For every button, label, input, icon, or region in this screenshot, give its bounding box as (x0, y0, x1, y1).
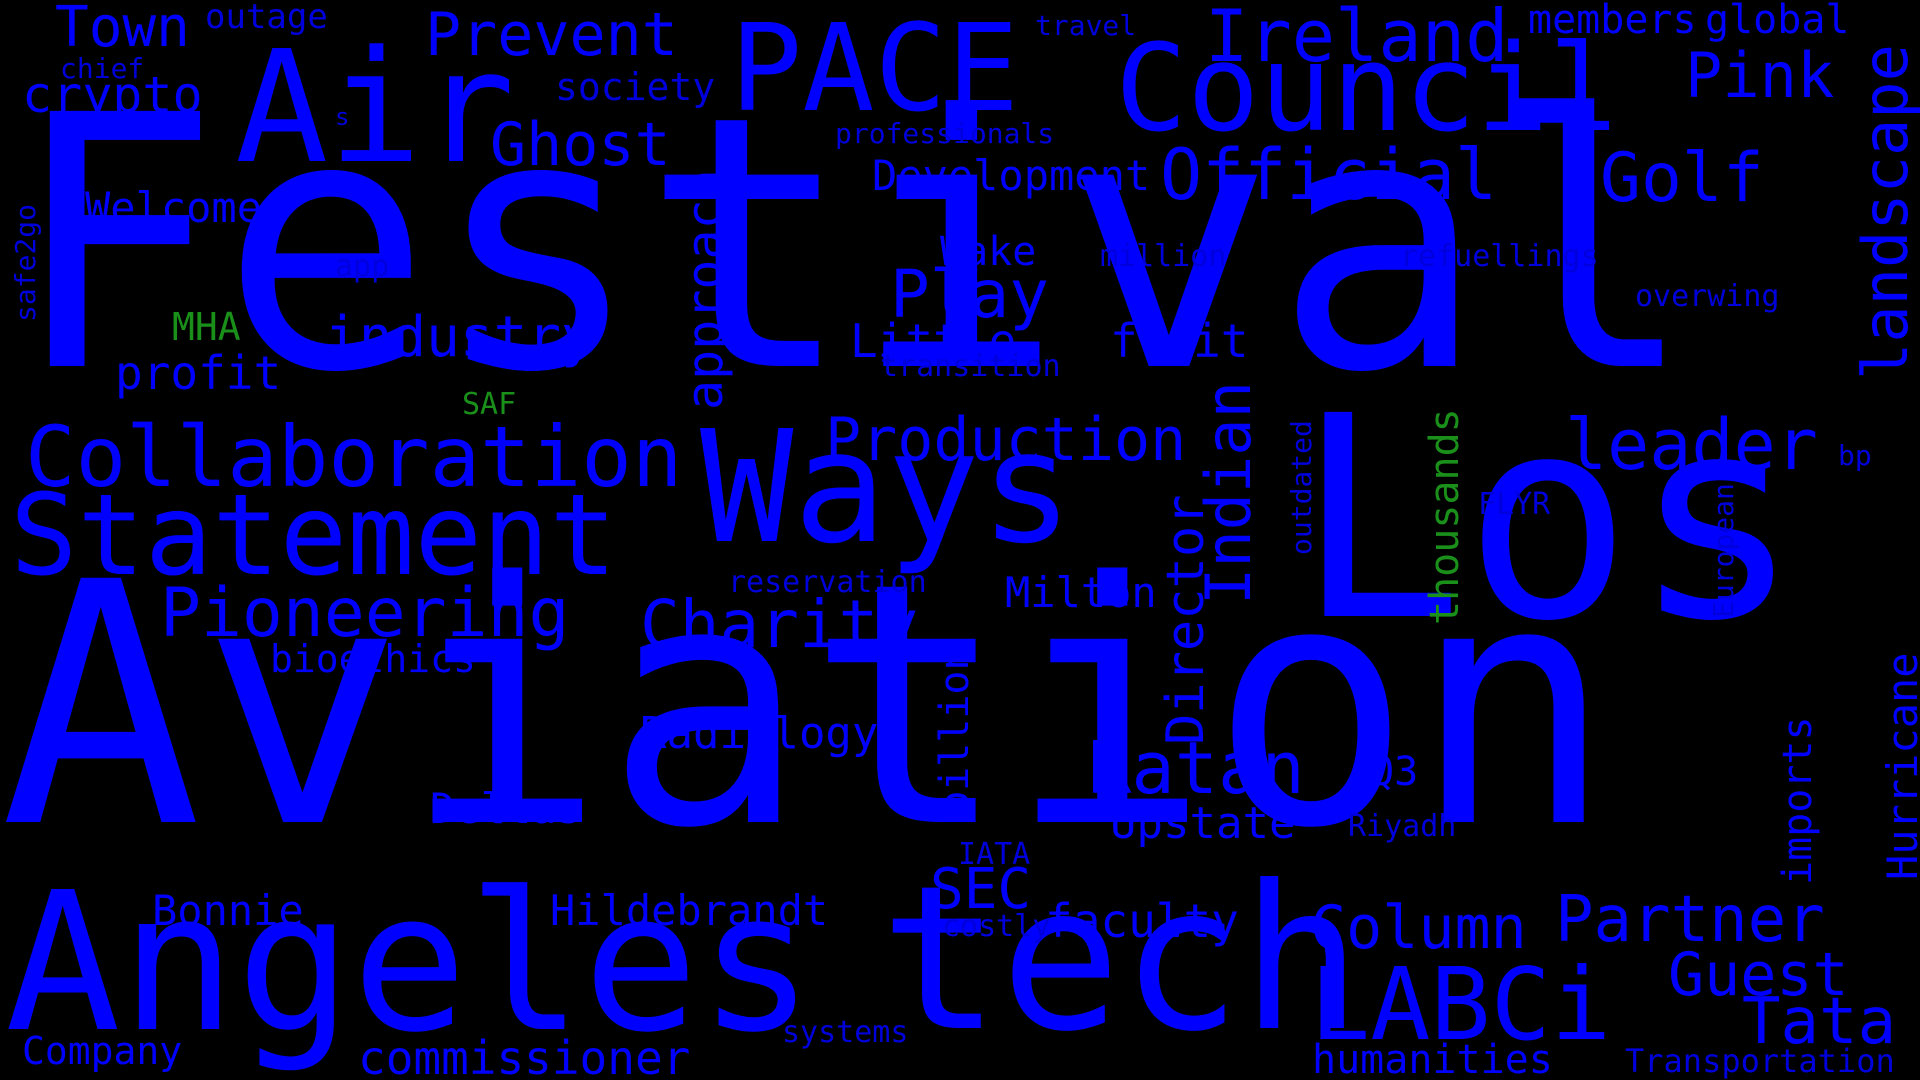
word-profit: profit (115, 346, 282, 400)
word-play: Play (890, 256, 1049, 333)
word-riyadh: Riyadh (1348, 809, 1457, 844)
word-official: Official (1160, 134, 1498, 216)
word-upstate: Upstate (1110, 798, 1296, 849)
word-safe2go: safe2go (9, 203, 42, 322)
word-hildebrandt: Hildebrandt (550, 886, 829, 935)
word-sec: SEC (930, 857, 1032, 922)
word-faculty: faculty (1045, 894, 1239, 948)
word-s: s (335, 103, 350, 131)
word-pace: PACE (730, 0, 1019, 139)
word-global: global (1705, 0, 1850, 43)
word-milton: Milton (1005, 568, 1157, 617)
word-outdated: outdated (1285, 420, 1318, 555)
word-bp: bp (1838, 439, 1872, 472)
word-refuellings: refuellings (1400, 239, 1599, 274)
word-pink: Pink (1685, 39, 1835, 112)
word-tech: tech (880, 843, 1362, 1076)
word-charity: Charity (640, 586, 919, 663)
word-angeles: Angeles (5, 852, 815, 1075)
word-tata: Tata (1742, 985, 1897, 1059)
word-mha: MHA (172, 305, 241, 349)
word-production: Production (825, 405, 1187, 475)
word-company: Company (22, 1029, 183, 1073)
word-leader: leader (1565, 404, 1818, 486)
word-guest: Guest (1668, 940, 1849, 1010)
word-ways: Ways (700, 397, 1074, 578)
word-transition: transition (880, 349, 1061, 384)
word-collaboration: Collaboration (25, 408, 683, 506)
word-pioneering: Pioneering (160, 574, 570, 653)
word-little: Little (850, 314, 1017, 368)
word-outage: outage (205, 0, 328, 37)
word-radiology: Radiology (640, 708, 879, 759)
word-commissioner: commissioner (358, 1031, 691, 1080)
word-systems: systems (782, 1015, 909, 1050)
word-saf: SAF (462, 387, 517, 422)
word-festival: Festival (10, 41, 1696, 449)
word-column: Column (1310, 893, 1527, 963)
word-app: app (335, 249, 390, 284)
word-welcomes: Welcomes (85, 183, 288, 232)
word-golf: Golf (1600, 139, 1764, 218)
word-society: society (555, 65, 716, 109)
word-air: Air (235, 17, 515, 198)
word-professionals: professionals (835, 117, 1055, 150)
word-fruit: fruit (1110, 314, 1249, 368)
word-q3: Q3 (1370, 749, 1419, 795)
word-ratan: Ratan (1088, 726, 1305, 810)
word-labci: LABCi (1310, 946, 1612, 1063)
word-transportation: Transportation (1625, 1042, 1895, 1080)
word-iata: IATA (958, 837, 1031, 872)
word-thousands: thousands (1422, 408, 1468, 625)
word-council: Council (1115, 20, 1621, 159)
word-ghost: Ghost (490, 110, 671, 180)
word-chief: chief (60, 52, 145, 85)
word-wake: Wake (940, 229, 1037, 275)
word-approach: approach (676, 169, 734, 410)
word-director: Director (1156, 494, 1216, 745)
word-partner: Partner (1555, 883, 1825, 957)
word-ireland: Ireland (1205, 0, 1509, 78)
word-development: Development (872, 151, 1151, 200)
word-crypto: crypto (22, 66, 203, 124)
word-million: million (1100, 239, 1227, 274)
word-hurricane: Hurricane (1878, 652, 1920, 880)
word-aviation: Aviation (0, 512, 1614, 902)
word-billion: billion (932, 646, 978, 815)
word-deltas: Deltas (430, 784, 582, 833)
word-imports: imports (1775, 716, 1821, 885)
word-humanities: humanities (1312, 1037, 1553, 1080)
word-town: Town (55, 0, 190, 60)
word-industry: industry (325, 305, 595, 370)
word-bonnie: Bonnie (152, 886, 304, 935)
word-landscape: landscape (1849, 44, 1920, 380)
word-statement: Statement (10, 471, 617, 601)
word-los: Los (1295, 357, 1801, 683)
word-prevent: Prevent (425, 0, 678, 70)
word-flyr: FLYR (1478, 487, 1551, 522)
word-members: members (1528, 0, 1697, 43)
word-european: European (1707, 483, 1740, 618)
word-bioethics: bioethics (270, 637, 476, 681)
word-costly: costly (942, 909, 1051, 944)
word-overwing: overwing (1635, 279, 1780, 314)
word-travel: travel (1035, 9, 1137, 42)
word-reservation: reservation (728, 565, 927, 600)
